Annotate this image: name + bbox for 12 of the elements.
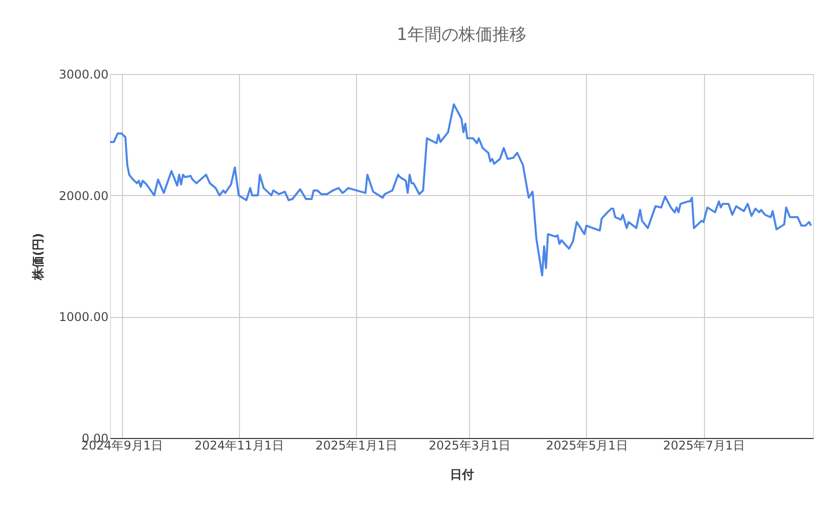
x-tick-label: 2025年5月1日: [546, 438, 628, 452]
x-axis-title: 日付: [450, 468, 474, 482]
y-tick-label: 1000.00: [58, 310, 108, 324]
x-tick-label: 2024年11月1日: [194, 438, 284, 452]
line-series: [109, 103, 812, 276]
x-tick-label: 2025年3月1日: [428, 438, 511, 452]
y-tick-label: 2000.00: [58, 188, 108, 203]
x-tick-label: 2025年7月1日: [663, 438, 745, 452]
y-tick-label: 3000.00: [58, 68, 108, 82]
y-axis-title: 株価(円): [30, 233, 45, 281]
x-tick-label: 2025年1月1日: [315, 438, 398, 452]
chart-title: 1年間の株価推移: [396, 25, 526, 45]
